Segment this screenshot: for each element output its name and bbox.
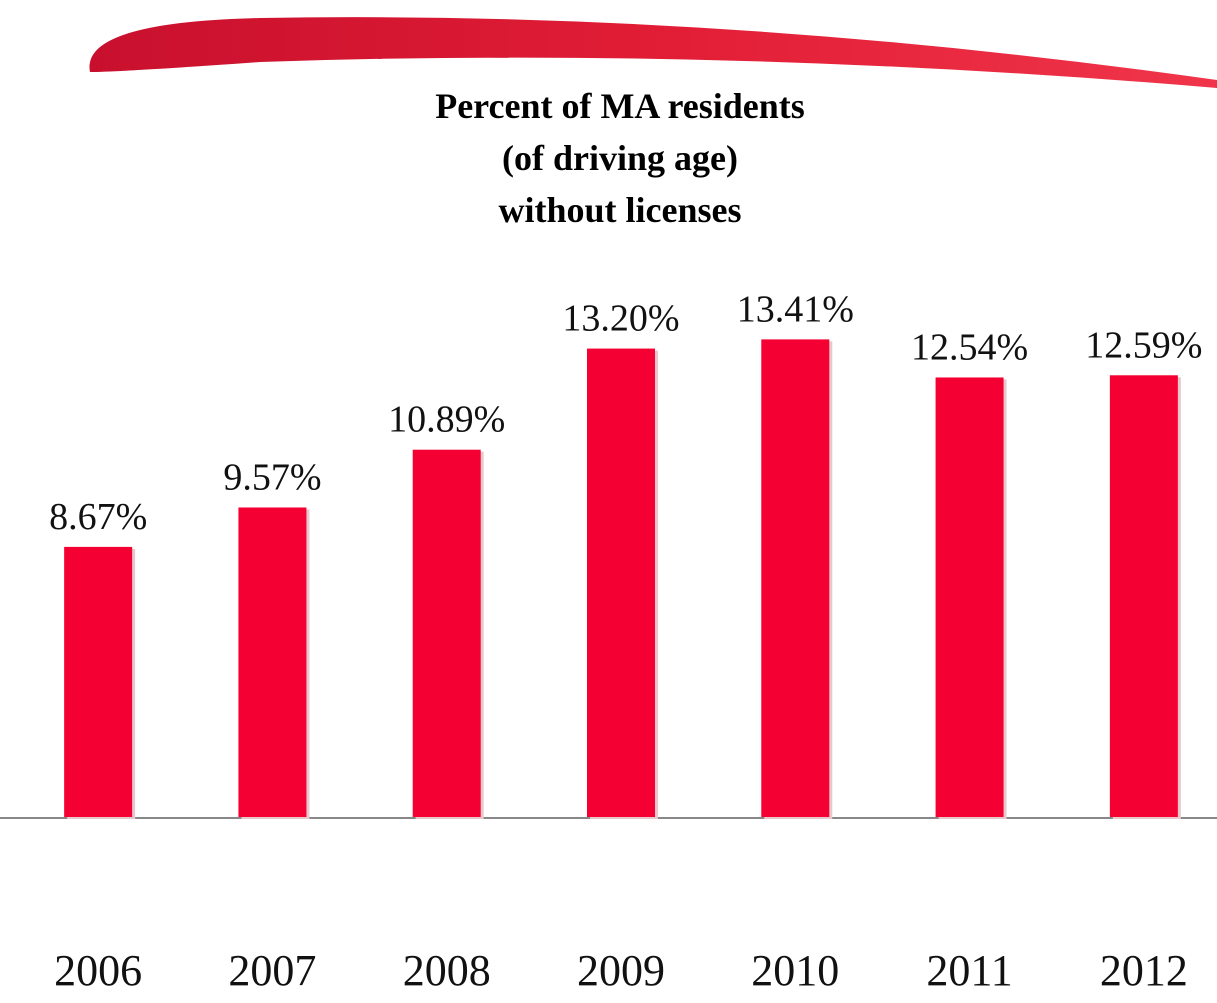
- value-label: 9.57%: [223, 456, 321, 498]
- x-tick-label: 2011: [926, 946, 1012, 995]
- bar: [238, 507, 307, 817]
- value-label: 12.54%: [911, 326, 1028, 368]
- bar: [587, 348, 655, 817]
- bar: [1109, 375, 1178, 817]
- x-tick-label: 2008: [403, 946, 491, 995]
- chart-title: without licenses: [499, 190, 742, 230]
- x-tick-label: 2006: [54, 946, 142, 995]
- bar: [935, 377, 1004, 817]
- value-label: 10.89%: [388, 399, 505, 441]
- value-label: 13.41%: [737, 288, 854, 330]
- value-label: 13.20%: [562, 298, 679, 340]
- x-tick-label: 2007: [228, 946, 316, 995]
- swoosh: [89, 17, 1217, 88]
- bar: [412, 449, 481, 817]
- value-label: 12.59%: [1085, 324, 1202, 366]
- x-tick-label: 2010: [751, 946, 839, 995]
- x-tick-label: 2012: [1100, 946, 1188, 995]
- bar: [761, 339, 830, 817]
- bar: [64, 546, 133, 817]
- value-label: 8.67%: [49, 496, 147, 538]
- chart-title: Percent of MA residents: [435, 86, 805, 126]
- x-tick-label: 2009: [577, 946, 665, 995]
- chart-title: (of driving age): [502, 138, 738, 178]
